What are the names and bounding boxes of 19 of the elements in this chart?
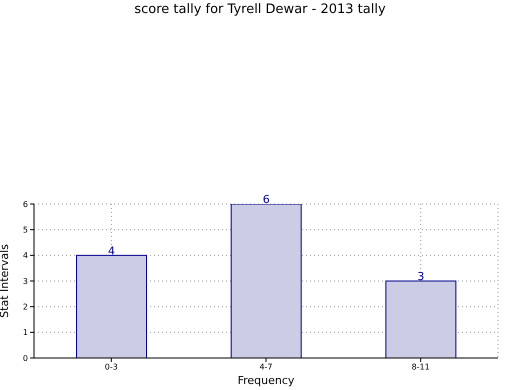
data-label: 6 xyxy=(262,193,270,206)
y-tick-label: 1 xyxy=(22,328,28,338)
y-tick-label: 3 xyxy=(22,276,28,286)
data-label: 3 xyxy=(417,270,424,283)
bar xyxy=(230,204,302,358)
chart-title: score tally for Tyrell Dewar - 2013 tally xyxy=(133,2,387,17)
x-tick-label: 8-11 xyxy=(412,362,430,372)
x-tick-label: 0-3 xyxy=(104,362,118,372)
bar xyxy=(76,254,148,358)
y-tick-label: 2 xyxy=(22,302,28,312)
x-tick-label: 4-7 xyxy=(259,362,273,372)
y-tick-label: 4 xyxy=(22,251,28,260)
y-tick-label: 5 xyxy=(22,226,28,235)
y-axis-title: Stat Intervals xyxy=(0,244,11,318)
bar xyxy=(385,280,456,358)
y-tick-label: 0 xyxy=(22,354,28,363)
data-label: 4 xyxy=(108,244,116,258)
x-axis-title: Frequency xyxy=(238,374,295,387)
y-tick-label: 6 xyxy=(22,200,28,209)
